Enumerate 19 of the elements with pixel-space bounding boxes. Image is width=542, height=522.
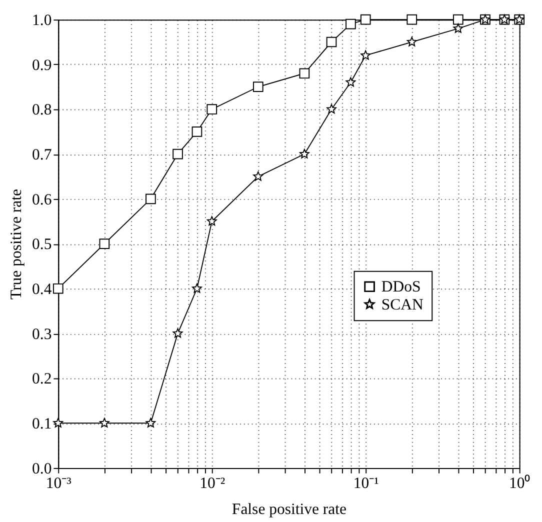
y-tick-label: 0.0	[32, 460, 52, 478]
y-tick-label: 0.8	[32, 102, 52, 119]
y-tick-label: 0.6	[32, 191, 52, 208]
legend-label: DDoS	[381, 278, 421, 296]
y-tick-label: 0.2	[32, 370, 52, 388]
x-tick-label: 10⁰	[508, 474, 531, 492]
y-tick-label: 0.4	[32, 281, 52, 298]
x-tick-label: 10⁻²	[200, 475, 226, 492]
y-axis-title: True positive rate	[8, 189, 26, 300]
x-tick-label: 10⁻¹	[353, 475, 380, 492]
y-tick-label: 0.9	[32, 56, 52, 74]
y-tick-label: 0.3	[32, 326, 52, 343]
x-axis-title: False positive rate	[232, 500, 347, 518]
legend-label: SCAN	[381, 296, 424, 314]
y-tick-label: 1.0	[32, 12, 52, 30]
y-tick-label: 0.7	[32, 146, 52, 164]
y-tick-label: 0.5	[32, 236, 52, 254]
y-tick-label: 0.1	[32, 416, 52, 433]
x-tick-label: 10⁻³	[46, 475, 72, 492]
